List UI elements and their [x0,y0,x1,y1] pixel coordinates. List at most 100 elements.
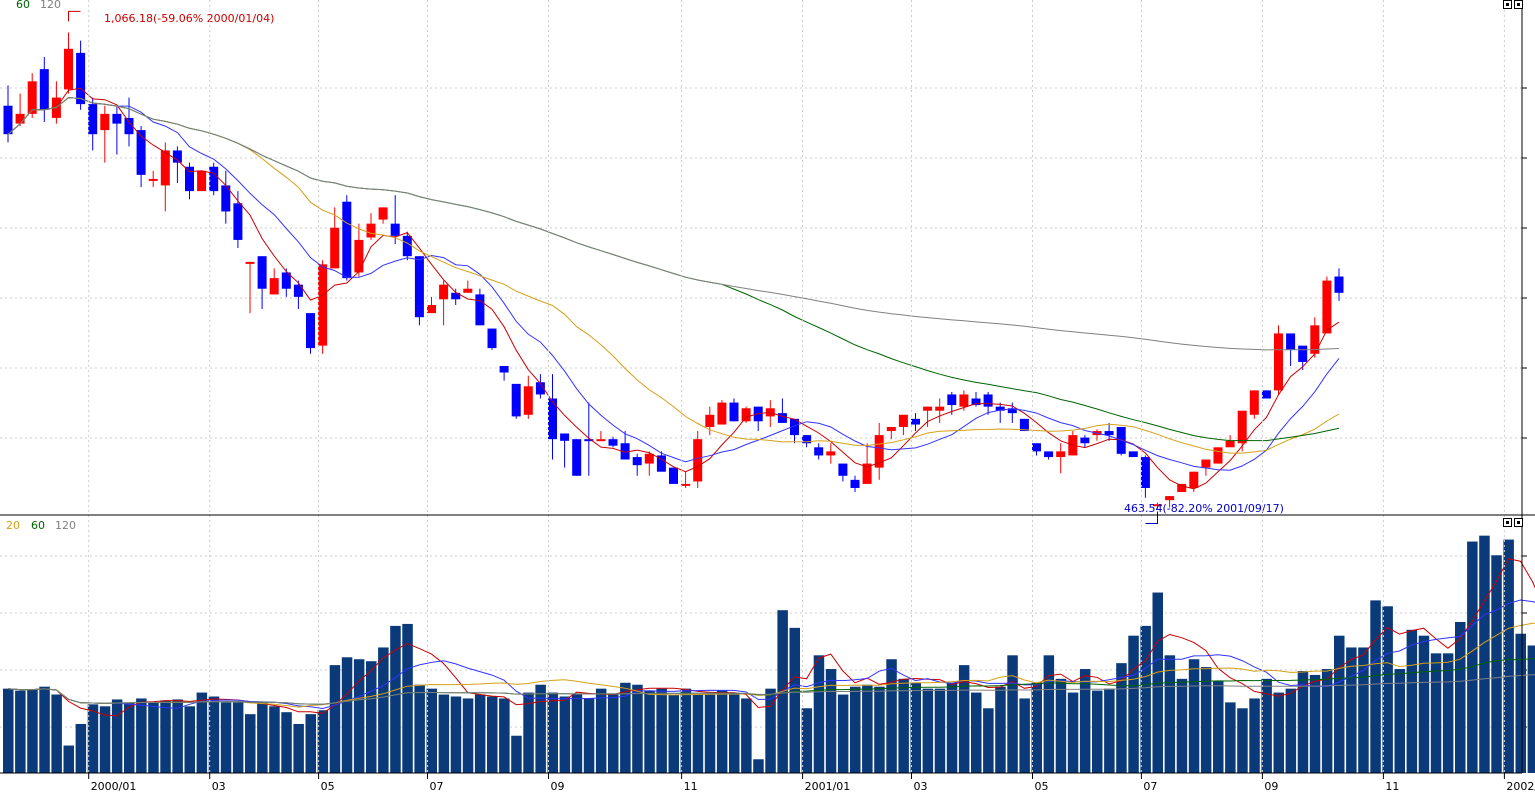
candle-body [221,185,231,212]
volume-bar [971,692,982,773]
x-tick-label: 2000/01 [91,780,137,793]
candle-body [378,207,388,220]
candle-body [100,113,110,131]
candle-body [1189,471,1199,488]
x-tick-label: 05 [321,780,335,793]
candle-body [1177,483,1187,493]
volume-bar [559,696,571,773]
volume-bar [1467,541,1478,773]
candle-body [1080,437,1090,444]
candle-body [1128,451,1138,458]
volume-bar [1092,690,1103,773]
volume-bar [305,714,316,773]
x-axis: 2000/01 03 05 07 09 11 2001/01 03 05 07 09 11 2002/ [88,0,1535,793]
x-tick-label: 09 [551,780,565,793]
volume-bar [111,699,123,773]
volume-bar [644,690,655,773]
volume-bar [1418,635,1430,773]
candle-body [886,426,896,432]
price-pane-maximize-button[interactable] [1503,0,1512,9]
volume-legend-series-120: 120 [55,519,76,532]
candle-body [414,256,424,318]
candle-body [197,170,207,192]
volume-bar [1309,674,1321,773]
candle-body [1153,504,1162,507]
volume-bar [862,684,873,773]
candle-body [76,52,86,105]
volume-pane-close-button[interactable] [1514,518,1523,527]
volume-bar [293,723,304,773]
volume-bar [886,659,897,773]
volume-bar [1225,702,1236,773]
candle-body [911,418,920,425]
volume-bar [1128,635,1139,773]
candle-body [717,402,727,425]
volume-bar [220,702,232,773]
volume-bar [269,706,280,773]
volume-bar [499,698,510,773]
candle-body [172,150,182,163]
volume-bar [946,682,958,773]
candle-body [1019,418,1029,432]
candle-body [427,304,436,314]
candle-body [136,130,146,175]
candle-body [1201,459,1211,468]
candle-body [233,203,243,240]
candle-body [632,457,642,466]
candle-body [281,272,291,289]
volume-bar [1140,625,1151,773]
volume-bar [1503,539,1514,773]
candle-body [1056,451,1066,458]
volume-ma20-line [7,622,1535,708]
volume-bar [63,745,74,773]
candle-body [693,439,703,482]
volume-bar [402,623,413,773]
volume-bar [1442,653,1454,773]
volume-bar [438,694,450,773]
candle-body [1334,276,1344,293]
volume-bar [680,688,692,773]
volume-bar [184,706,195,773]
candle-body [27,81,37,114]
candle-body [112,113,122,124]
volume-bar [1176,678,1188,773]
candle-body [850,479,860,488]
volume-bar [995,686,1006,773]
candle-body [523,386,533,415]
candle-body [354,239,364,273]
candle-body [330,227,340,269]
volume-bar [136,698,147,773]
candle-body [1165,496,1175,501]
price-pane-close-button[interactable] [1514,0,1523,9]
candle-body [923,406,933,411]
candle-body [560,433,570,441]
candle-body [1044,451,1054,458]
volume-bar [1515,633,1526,773]
candle-body [656,455,666,472]
volume-ma120-line [7,674,1535,705]
volume-legend-series-20: 20 [6,519,20,532]
volume-bar [1067,692,1079,773]
candle-body [1322,280,1332,334]
candle-body [947,394,957,406]
candle-body [959,394,969,407]
candle-body [584,439,594,442]
volume-bar [196,692,208,773]
candle-body [511,383,521,417]
volume-ma5-line [7,558,1535,717]
volume-bar [910,682,921,773]
candle-body [475,294,485,326]
candle-body [826,451,836,456]
volume-bar [620,682,631,773]
volume-bar [547,692,558,773]
candle-body [995,406,1005,411]
volume-bar [583,698,595,773]
volume-bar [1455,621,1466,773]
volume-pane-maximize-button[interactable] [1503,518,1512,527]
candle-body [15,113,25,124]
candle-body [366,223,376,238]
volume-bar [1043,655,1055,773]
volume-bar [1491,555,1502,773]
volume-bar [595,688,607,773]
price-legend-series-60: 60 [16,0,30,11]
